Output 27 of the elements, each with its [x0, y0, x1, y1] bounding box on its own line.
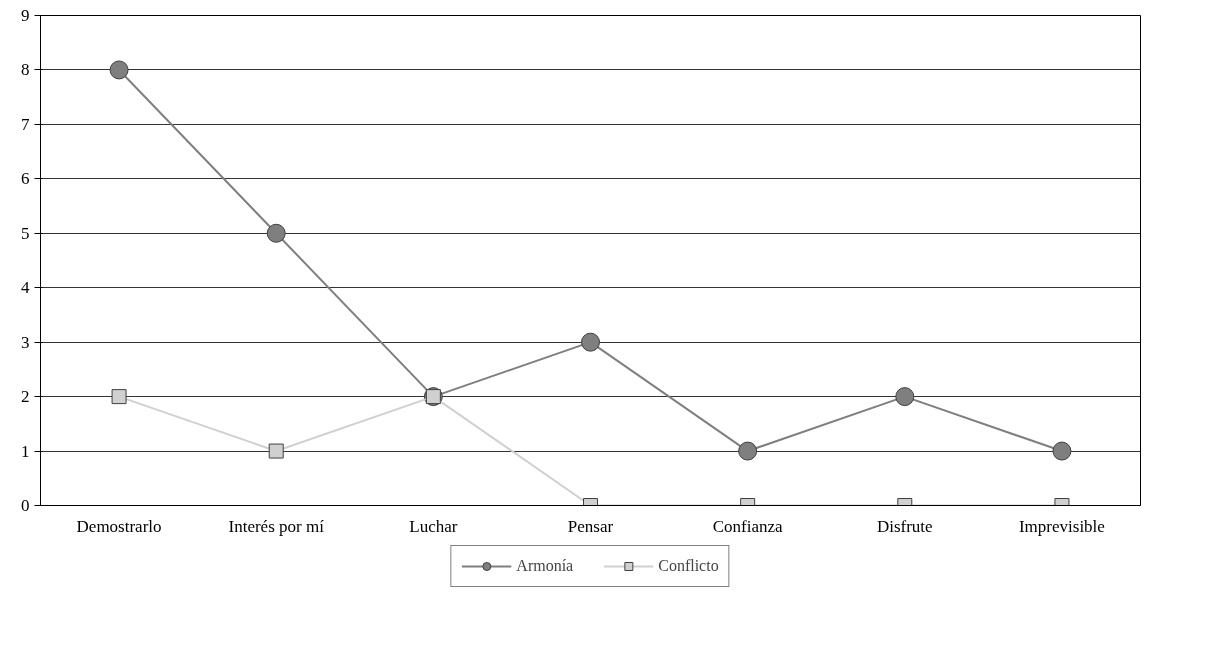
point	[109, 60, 129, 80]
point	[1052, 441, 1072, 461]
point	[266, 223, 286, 243]
x-tick-label: Interés por mí	[228, 516, 325, 536]
x-tick-label: Disfrute	[876, 516, 933, 536]
y-tick-label: 9	[21, 6, 30, 25]
point	[268, 443, 284, 459]
legend-label: Armonía	[516, 556, 574, 575]
x-tick-label: Confianza	[712, 516, 784, 536]
y-tick-label: 7	[21, 114, 30, 134]
point	[895, 387, 915, 407]
x-tick-label: Luchar	[409, 516, 458, 536]
x-tick-label: Pensar	[567, 516, 614, 536]
y-tick-label: 3	[21, 332, 30, 352]
point	[738, 441, 758, 461]
y-tick-label: 6	[21, 169, 30, 189]
x-tick-label: Imprevisible	[1018, 516, 1105, 536]
x-tick-label: Demostrarlo	[76, 516, 162, 536]
y-tick-label: 0	[21, 496, 30, 515]
y-tick-label: 4	[21, 278, 30, 298]
point	[111, 389, 127, 405]
point	[581, 332, 600, 352]
y-tick-label: 2	[21, 387, 30, 407]
y-tick-label: 5	[21, 223, 30, 243]
y-tick-label: 1	[21, 441, 30, 461]
legend-label: Conflicto	[658, 556, 719, 575]
y-tick-label: 8	[21, 60, 30, 80]
